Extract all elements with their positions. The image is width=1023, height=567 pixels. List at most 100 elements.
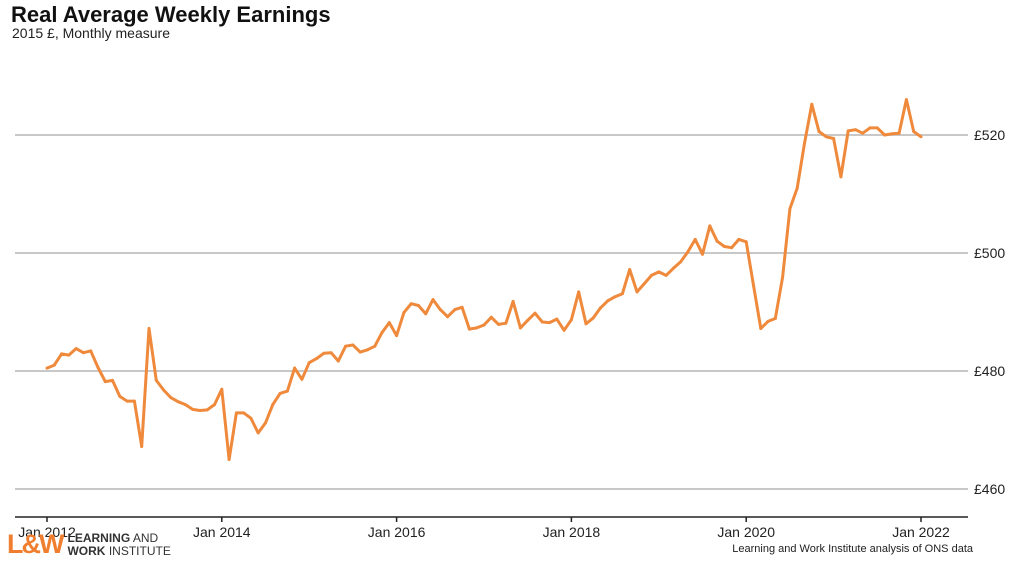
data-point	[475, 326, 479, 330]
data-point	[60, 352, 64, 356]
series-layer	[45, 98, 923, 461]
data-point	[722, 245, 726, 248]
data-point	[154, 378, 158, 382]
data-point	[832, 137, 836, 140]
data-point	[657, 270, 661, 274]
data-point	[919, 135, 923, 139]
y-tick-label: £500	[974, 245, 1005, 261]
data-point	[169, 396, 173, 400]
data-point	[409, 302, 413, 306]
data-point	[708, 224, 712, 228]
logo-word-work: WORK	[67, 543, 106, 558]
data-point	[234, 411, 238, 415]
y-tick-label: £520	[974, 127, 1005, 143]
data-point	[220, 387, 224, 391]
gridlines	[15, 134, 968, 490]
data-point	[373, 344, 377, 348]
data-point	[569, 318, 573, 322]
data-point	[431, 298, 435, 302]
data-point	[620, 292, 624, 296]
data-point	[846, 129, 850, 133]
data-point	[693, 237, 697, 241]
data-point	[264, 421, 267, 425]
data-point	[810, 102, 814, 106]
learning-and-work-logo: L&W LEARNING AND WORK INSTITUTE	[7, 531, 171, 558]
logo-word-learning: LEARNING	[67, 530, 131, 545]
x-tick-label: Jan 2018	[543, 524, 601, 540]
data-point	[759, 327, 763, 330]
data-point	[336, 359, 340, 363]
logo-mark: L&W	[7, 529, 65, 559]
data-point	[162, 388, 165, 392]
data-point	[788, 207, 792, 211]
data-point	[366, 348, 369, 352]
data-point	[176, 400, 180, 404]
data-point	[67, 353, 71, 357]
data-point	[52, 363, 56, 367]
data-point	[679, 260, 683, 264]
data-point	[650, 273, 653, 277]
data-point	[329, 351, 333, 355]
data-point	[140, 445, 144, 448]
x-tick-label: Jan 2020	[717, 524, 775, 540]
data-point	[322, 351, 326, 355]
data-point	[730, 246, 734, 250]
data-point	[147, 327, 151, 330]
data-point	[293, 366, 297, 370]
data-point	[89, 349, 93, 353]
data-point	[817, 130, 821, 133]
data-point	[227, 458, 231, 461]
data-point	[904, 98, 908, 102]
data-point	[715, 239, 719, 243]
y-tick-label: £480	[974, 363, 1005, 379]
data-point	[795, 186, 799, 190]
data-point	[446, 315, 450, 319]
data-point	[839, 175, 843, 179]
data-point	[213, 403, 216, 407]
data-point	[752, 283, 755, 287]
data-point	[555, 317, 559, 321]
data-point	[875, 126, 879, 130]
data-point	[438, 308, 442, 312]
data-point	[111, 378, 114, 382]
logo-word-institute: INSTITUTE	[105, 543, 171, 558]
data-point	[249, 416, 253, 420]
y-axis-tick-labels: £460 £480 £500 £520	[974, 127, 1005, 497]
data-point	[285, 389, 289, 393]
data-point	[635, 290, 639, 294]
data-point	[489, 315, 493, 319]
data-point	[118, 394, 122, 398]
data-point	[577, 290, 581, 294]
data-point	[387, 321, 391, 325]
data-point	[497, 322, 501, 326]
data-point	[744, 240, 748, 244]
data-point	[664, 273, 668, 277]
data-point	[584, 322, 588, 326]
data-point	[890, 132, 894, 136]
series-line	[46, 98, 922, 461]
data-point	[883, 133, 887, 137]
data-point	[701, 252, 704, 256]
data-point	[897, 131, 901, 135]
x-axis: Jan 2012 Jan 2014 Jan 2016 Jan 2018 Jan 2020…	[15, 516, 968, 540]
x-tick-label: Jan 2022	[892, 524, 950, 540]
data-point	[781, 275, 785, 279]
data-point	[868, 126, 872, 130]
data-point	[518, 326, 522, 330]
data-point	[402, 311, 406, 315]
data-point	[96, 366, 100, 369]
data-point	[861, 131, 865, 135]
data-point	[526, 318, 530, 322]
data-point	[686, 250, 690, 254]
data-point	[628, 268, 632, 271]
data-point	[912, 130, 916, 133]
y-tick-label: £460	[974, 481, 1005, 497]
data-point	[591, 316, 595, 320]
data-point	[256, 431, 260, 435]
data-point	[613, 295, 617, 299]
x-tick-label: Jan 2016	[368, 524, 426, 540]
data-point	[81, 351, 85, 355]
data-point	[344, 344, 348, 348]
logo-wordmark: LEARNING AND WORK INSTITUTE	[67, 530, 171, 558]
data-point	[548, 321, 551, 325]
